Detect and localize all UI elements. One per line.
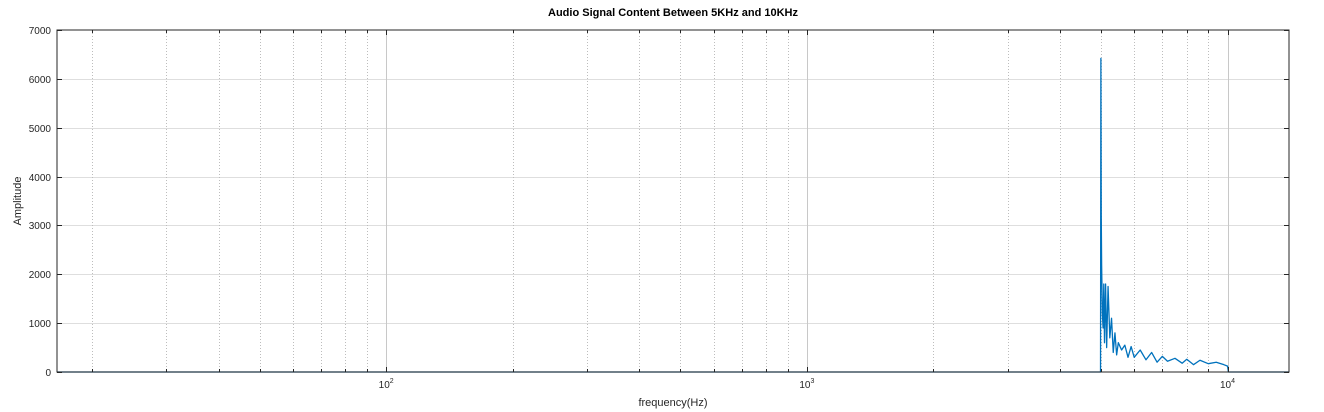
x-tick-label: 102 (379, 378, 394, 391)
chart-title: Audio Signal Content Between 5KHz and 10… (548, 7, 798, 19)
x-tick-label: 103 (799, 378, 814, 391)
grid-lines (57, 30, 1289, 372)
x-axis-label: frequency(Hz) (638, 397, 707, 409)
x-tick-label-base: 10 (1220, 380, 1232, 391)
y-tick-label: 3000 (29, 221, 52, 232)
y-tick-label: 7000 (29, 26, 52, 37)
x-tick-label-base: 10 (799, 380, 811, 391)
x-tick-label-exponent: 3 (810, 378, 814, 385)
spectrum-series-line (57, 57, 1289, 373)
series-layer (57, 57, 1289, 373)
y-tick-label: 6000 (29, 75, 52, 86)
x-tick-label-exponent: 2 (390, 378, 394, 385)
y-tick-label: 0 (45, 368, 51, 379)
x-tick-label: 104 (1220, 378, 1235, 391)
y-tick-label: 1000 (29, 319, 52, 330)
y-tick-label: 5000 (29, 124, 52, 135)
y-tick-label: 4000 (29, 173, 52, 184)
x-tick-label-exponent: 4 (1231, 378, 1235, 385)
y-tick-label: 2000 (29, 270, 52, 281)
plot-background (57, 30, 1289, 372)
plot-frame (56, 29, 1290, 373)
x-tick-label-base: 10 (379, 380, 391, 391)
y-axis-label: Amplitude (12, 177, 24, 226)
